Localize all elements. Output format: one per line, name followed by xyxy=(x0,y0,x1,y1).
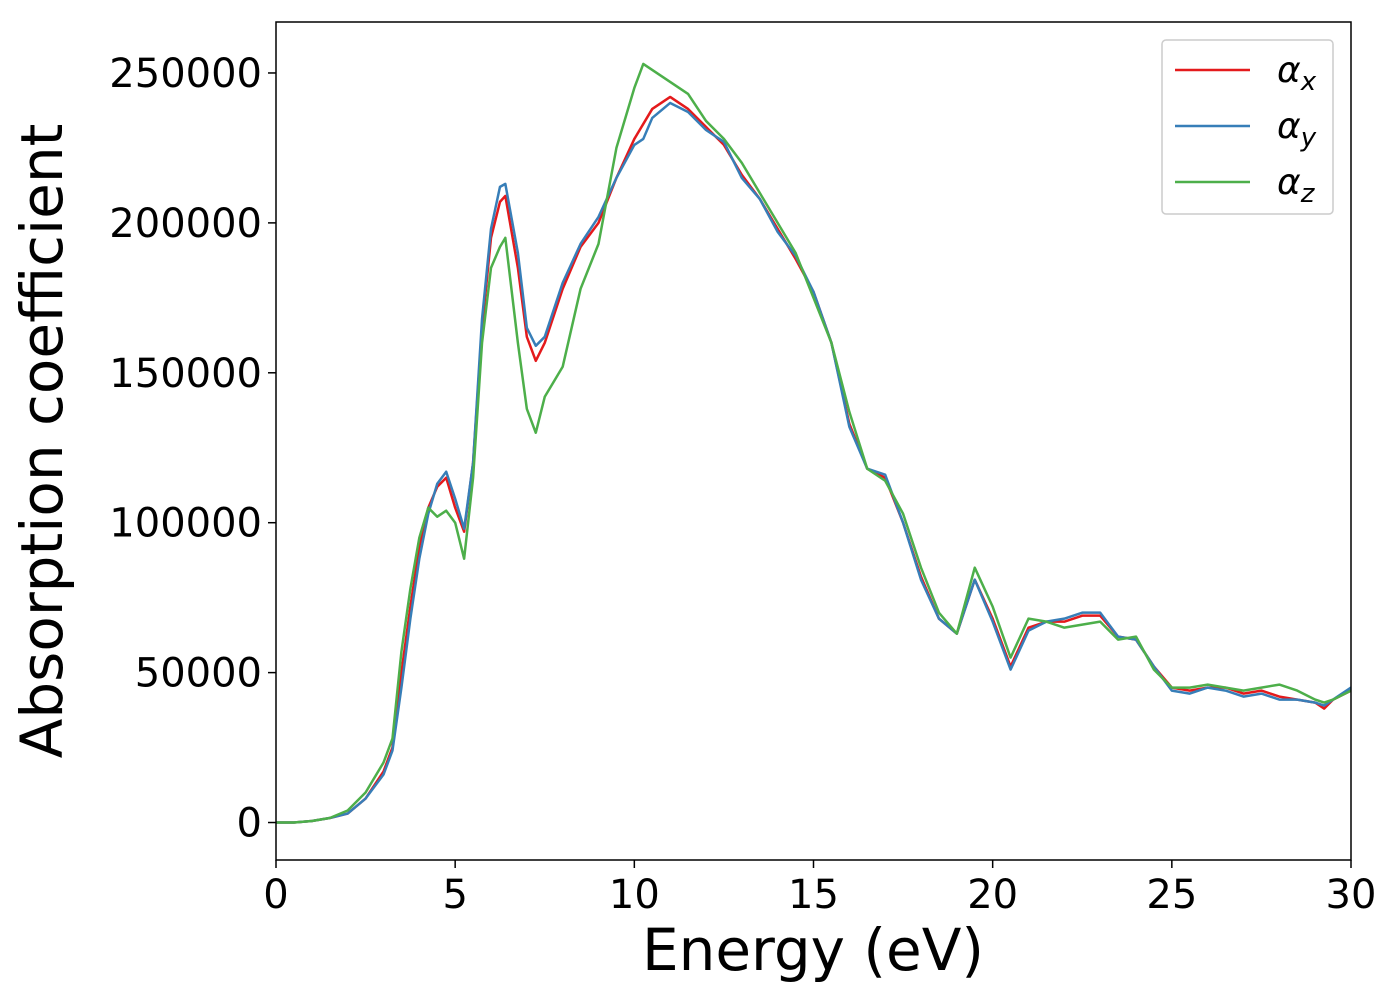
y-tick-label: 50000 xyxy=(135,651,262,697)
x-tick-label: 25 xyxy=(1146,872,1197,918)
x-tick-label: 15 xyxy=(788,872,839,918)
legend-label: αy xyxy=(1277,106,1317,153)
x-tick-label: 5 xyxy=(442,872,467,918)
series-line xyxy=(276,101,1351,824)
y-tick-label: 150000 xyxy=(109,351,262,397)
y-axis-label: Absorption coefficient xyxy=(8,124,76,759)
y-tick-label: 100000 xyxy=(109,501,262,547)
y-tick-label: 250000 xyxy=(109,51,262,97)
series-line xyxy=(276,62,1351,824)
x-tick-label: 10 xyxy=(609,872,660,918)
legend-label: αx xyxy=(1277,50,1317,97)
x-axis-label: Energy (eV) xyxy=(642,916,984,984)
legend-label: αz xyxy=(1277,162,1316,209)
y-tick-label: 200000 xyxy=(109,201,262,247)
y-tick-label: 0 xyxy=(237,801,262,847)
x-tick-label: 30 xyxy=(1326,872,1377,918)
x-tick-label: 0 xyxy=(263,872,288,918)
x-tick-label: 20 xyxy=(967,872,1018,918)
plot-frame xyxy=(275,21,1352,861)
